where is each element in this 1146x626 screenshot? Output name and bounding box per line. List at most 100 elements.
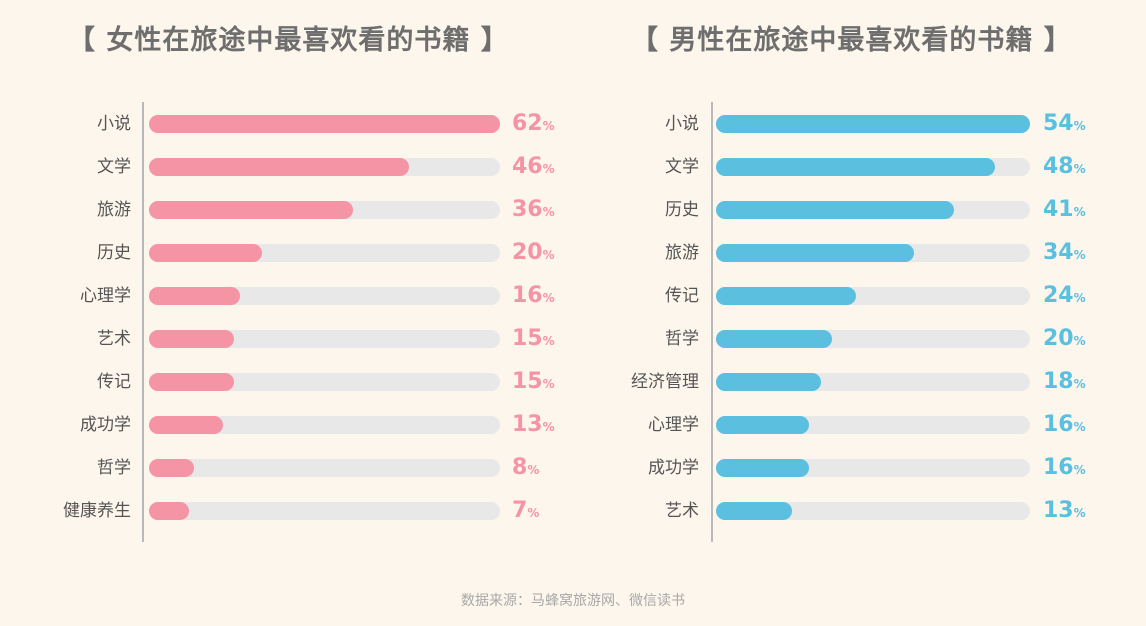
male-value-label: 18% — [1043, 369, 1086, 394]
male-bar — [716, 502, 792, 520]
female-category-label: 历史 — [97, 243, 131, 263]
female-value-label: 15% — [512, 369, 555, 394]
male-value-label: 24% — [1043, 283, 1086, 308]
male-bar — [716, 373, 821, 391]
male-value-label: 41% — [1043, 197, 1086, 222]
male-category-label: 历史 — [665, 200, 699, 220]
female-bar-track — [149, 158, 500, 176]
male-bar — [716, 158, 995, 176]
male-bar-track — [716, 330, 1030, 348]
female-bar-track — [149, 201, 500, 219]
male-value-label: 54% — [1043, 111, 1086, 136]
male-bar-track — [716, 201, 1030, 219]
female-bar-row: 健康养生 7% — [0, 498, 573, 523]
female-bar-row: 哲学 8% — [0, 455, 573, 480]
male-bar-track — [716, 502, 1030, 520]
female-bar-track — [149, 373, 500, 391]
female-bar — [149, 244, 262, 262]
male-bar — [716, 287, 856, 305]
male-chart-title: 【 男性在旅途中最喜欢看的书籍 】 — [631, 25, 1072, 56]
male-value-label: 16% — [1043, 455, 1086, 480]
female-category-label: 小说 — [97, 114, 131, 134]
male-category-label: 经济管理 — [631, 372, 699, 392]
female-category-label: 健康养生 — [63, 501, 131, 521]
female-bar — [149, 459, 194, 477]
female-value-label: 7% — [512, 498, 540, 523]
male-bar-track — [716, 459, 1030, 477]
female-bar-row: 小说 62% — [0, 111, 573, 136]
female-bar — [149, 373, 234, 391]
female-category-label: 成功学 — [80, 415, 131, 435]
male-bar — [716, 115, 1030, 133]
male-bar-row: 传记 24% — [573, 283, 1146, 308]
female-bar-row: 旅游 36% — [0, 197, 573, 222]
male-category-label: 哲学 — [665, 329, 699, 349]
female-chart-axis — [142, 102, 144, 542]
male-bar-row: 历史 41% — [573, 197, 1146, 222]
female-bar — [149, 115, 500, 133]
male-category-label: 文学 — [665, 157, 699, 177]
male-bar-track — [716, 244, 1030, 262]
female-bar — [149, 330, 234, 348]
male-category-label: 心理学 — [648, 415, 699, 435]
male-category-label: 旅游 — [665, 243, 699, 263]
male-bar — [716, 330, 832, 348]
female-bar-row: 艺术 15% — [0, 326, 573, 351]
male-value-label: 34% — [1043, 240, 1086, 265]
male-value-label: 48% — [1043, 154, 1086, 179]
female-bar-track — [149, 115, 500, 133]
female-bar — [149, 201, 353, 219]
female-bar-row: 文学 46% — [0, 154, 573, 179]
female-bar-row: 成功学 13% — [0, 412, 573, 437]
male-bar-row: 小说 54% — [573, 111, 1146, 136]
male-bar-row: 经济管理 18% — [573, 369, 1146, 394]
male-chart-axis — [711, 102, 713, 542]
male-bar — [716, 416, 809, 434]
male-category-label: 成功学 — [648, 458, 699, 478]
male-bar — [716, 244, 914, 262]
male-bar-track — [716, 416, 1030, 434]
female-bar — [149, 416, 223, 434]
female-value-label: 62% — [512, 111, 555, 136]
male-category-label: 艺术 — [665, 501, 699, 521]
female-value-label: 13% — [512, 412, 555, 437]
male-chart-panel: 【 男性在旅途中最喜欢看的书籍 】 小说 54% 文学 48% 历史 41% 旅游 34% 传记… — [573, 0, 1146, 560]
male-category-label: 小说 — [665, 114, 699, 134]
female-bar-track — [149, 330, 500, 348]
female-bar — [149, 287, 240, 305]
female-bar-track — [149, 244, 500, 262]
female-chart-panel: 【 女性在旅途中最喜欢看的书籍 】 小说 62% 文学 46% 旅游 36% 历史 20% 心理… — [0, 0, 573, 560]
female-category-label: 传记 — [97, 372, 131, 392]
female-bar-row: 历史 20% — [0, 240, 573, 265]
female-bar-track — [149, 416, 500, 434]
female-value-label: 20% — [512, 240, 555, 265]
male-bar-track — [716, 287, 1030, 305]
male-value-label: 20% — [1043, 326, 1086, 351]
male-value-label: 13% — [1043, 498, 1086, 523]
male-bar — [716, 459, 809, 477]
male-bar-track — [716, 158, 1030, 176]
female-category-label: 艺术 — [97, 329, 131, 349]
male-bar-track — [716, 115, 1030, 133]
female-value-label: 16% — [512, 283, 555, 308]
male-bar-track — [716, 373, 1030, 391]
female-category-label: 心理学 — [80, 286, 131, 306]
female-category-label: 文学 — [97, 157, 131, 177]
female-bar-row: 心理学 16% — [0, 283, 573, 308]
male-bar-row: 旅游 34% — [573, 240, 1146, 265]
male-bar-row: 心理学 16% — [573, 412, 1146, 437]
female-bar-track — [149, 459, 500, 477]
female-category-label: 旅游 — [97, 200, 131, 220]
male-bar-row: 哲学 20% — [573, 326, 1146, 351]
female-bar-track — [149, 287, 500, 305]
male-bar-row: 文学 48% — [573, 154, 1146, 179]
female-value-label: 8% — [512, 455, 540, 480]
male-bar-row: 成功学 16% — [573, 455, 1146, 480]
female-bar-row: 传记 15% — [0, 369, 573, 394]
female-value-label: 46% — [512, 154, 555, 179]
female-bar — [149, 158, 409, 176]
male-value-label: 16% — [1043, 412, 1086, 437]
female-value-label: 36% — [512, 197, 555, 222]
data-source-note: 数据来源：马蜂窝旅游网、微信读书 — [461, 593, 685, 609]
male-category-label: 传记 — [665, 286, 699, 306]
